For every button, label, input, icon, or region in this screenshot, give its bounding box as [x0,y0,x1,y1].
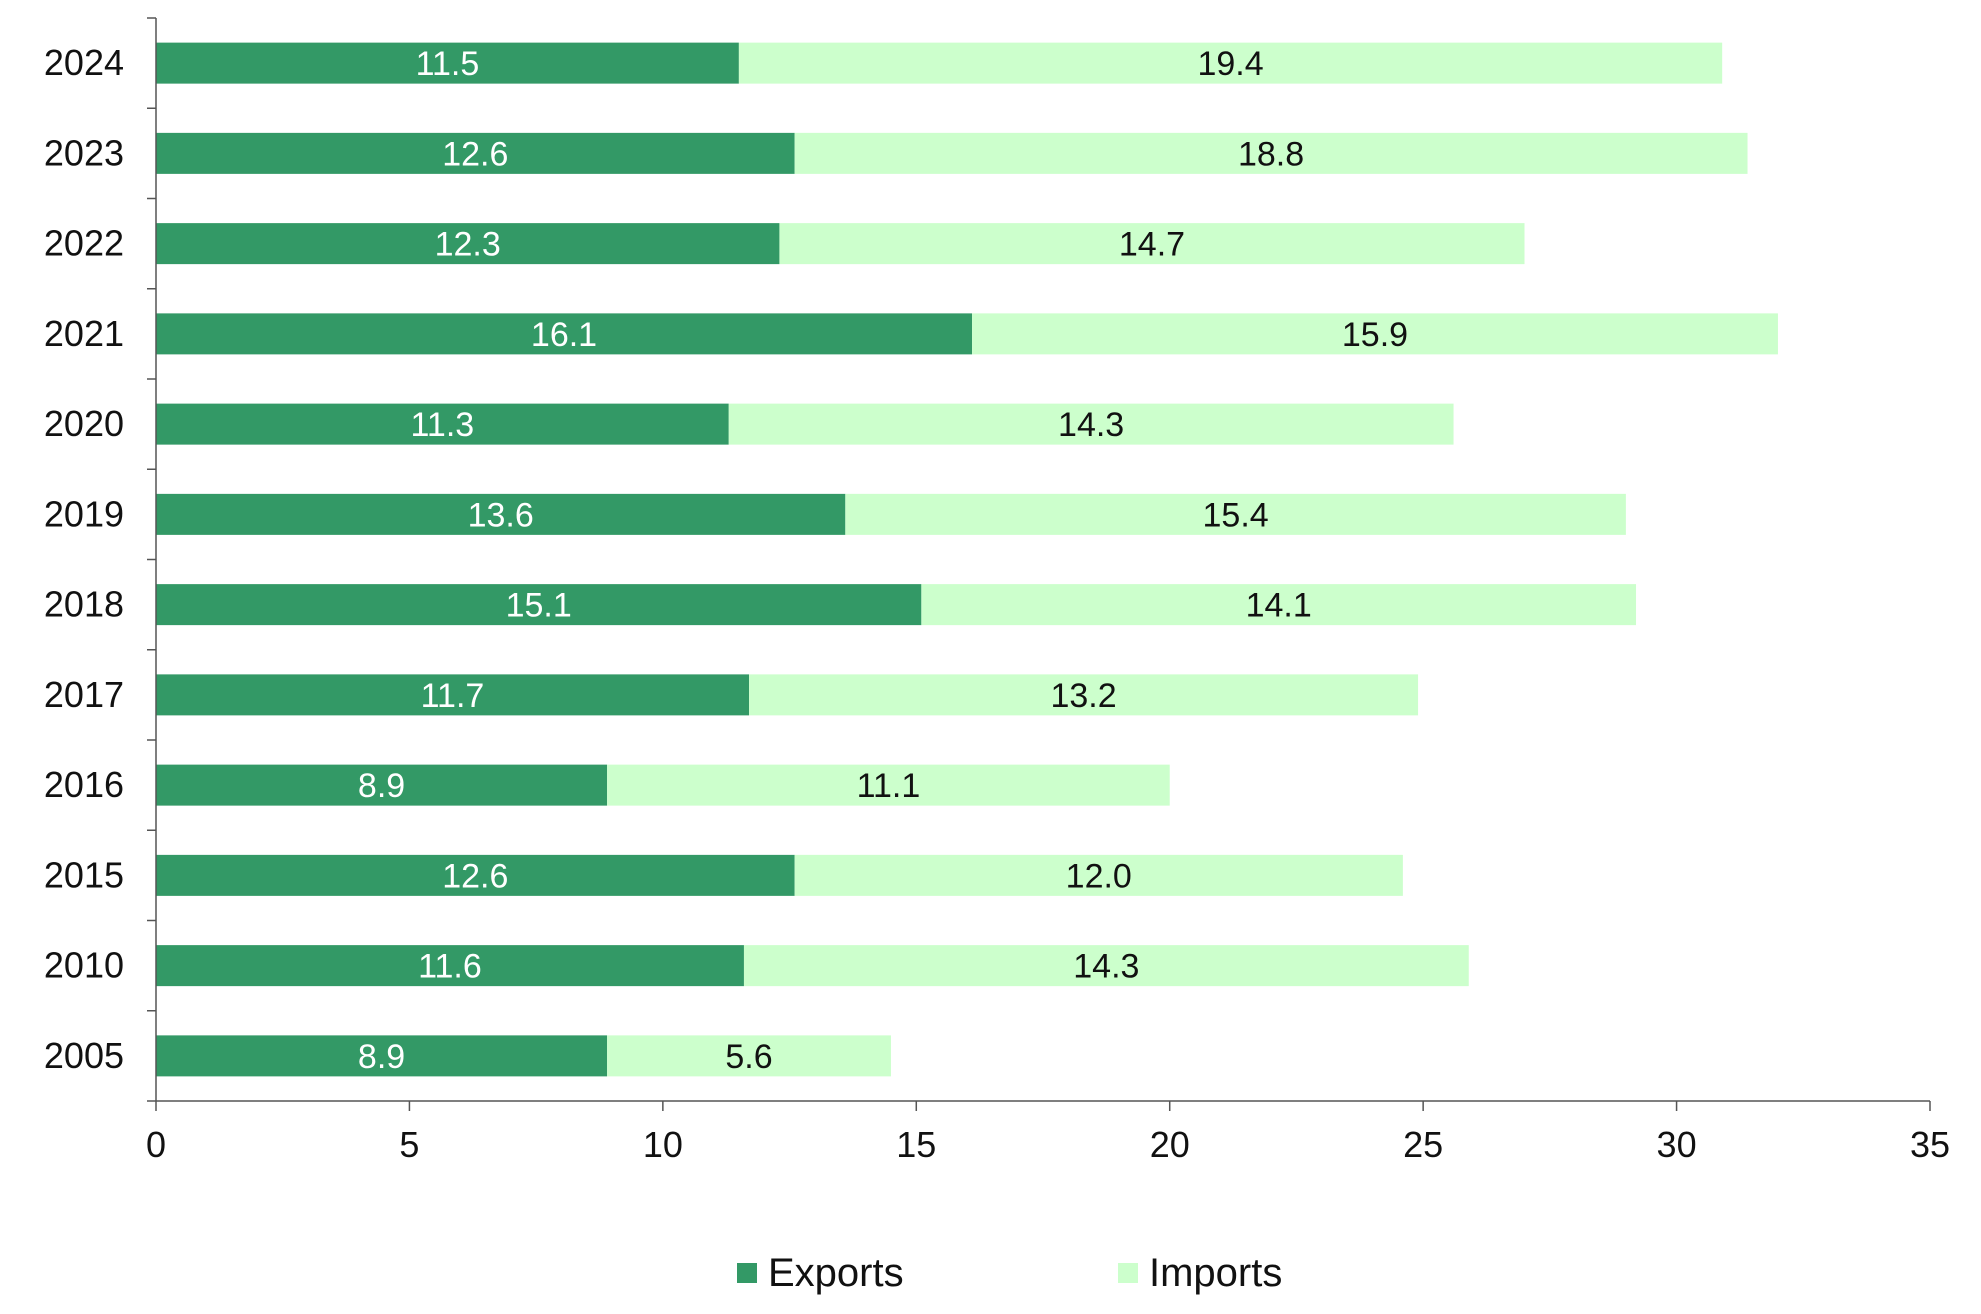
data-label-imports-2017: 13.2 [1050,677,1116,715]
legend-swatch-exports [737,1263,757,1283]
bar-exports-2005 [156,1035,608,1077]
x-tick-label-35: 35 [1910,1124,1950,1165]
data-label-imports-2016: 11.1 [857,767,921,805]
bar-imports-2005 [607,1035,891,1077]
data-label-exports-2018: 15.1 [506,587,572,625]
y-tick-label-2021: 2021 [44,313,124,354]
legend: Exports Imports [737,1251,1282,1295]
legend-label-imports: Imports [1149,1251,1282,1295]
y-tick-label-2015: 2015 [44,854,124,895]
bars-layer [156,42,1778,1077]
data-label-imports-2021: 15.9 [1342,316,1408,354]
y-tick-label-2020: 2020 [44,403,124,444]
data-label-imports-2018: 14.1 [1246,587,1312,625]
data-label-exports-2015: 12.6 [442,857,508,895]
y-tick-label-2024: 2024 [44,42,124,83]
x-tick-label-25: 25 [1403,1124,1443,1165]
bar-exports-2018 [156,584,922,626]
data-label-exports-2017: 11.7 [421,677,485,715]
bar-exports-2010 [156,945,744,987]
bar-imports-2024 [738,42,1723,84]
bar-exports-2024 [156,42,739,84]
data-label-imports-2022: 14.7 [1119,226,1185,264]
bar-exports-2016 [156,764,608,806]
y-tick-label-2022: 2022 [44,223,124,264]
data-label-imports-2010: 14.3 [1073,948,1139,986]
axes-layer: 2024202320222021202020192018201720162015… [44,17,1950,1165]
data-label-exports-2024: 11.5 [416,45,480,83]
bar-exports-2021 [156,313,973,355]
bar-imports-2015 [794,854,1403,896]
y-tick-label-2017: 2017 [44,674,124,715]
bar-imports-2017 [749,674,1419,716]
x-tick-label-20: 20 [1150,1124,1190,1165]
y-tick-label-2023: 2023 [44,132,124,173]
bar-exports-2022 [156,223,780,265]
legend-label-exports: Exports [768,1251,904,1295]
x-tick-label-15: 15 [896,1124,936,1165]
data-labels-layer: 11.5 19.4 12.6 18.8 12.3 14.7 16.1 15.9 11.3 14.3… [358,45,1408,1076]
bar-imports-2020 [728,403,1454,445]
bar-imports-2022 [779,223,1525,265]
bar-exports-2017 [156,674,750,716]
data-label-exports-2016: 8.9 [358,767,405,805]
bar-exports-2023 [156,132,795,174]
data-label-exports-2022: 12.3 [435,226,501,264]
data-label-exports-2020: 11.3 [411,406,475,444]
y-tick-label-2016: 2016 [44,764,124,805]
bar-exports-2020 [156,403,729,445]
data-label-imports-2024: 19.4 [1197,45,1263,83]
x-tick-label-0: 0 [146,1124,166,1165]
legend-swatch-imports [1118,1263,1138,1283]
x-tick-label-30: 30 [1657,1124,1697,1165]
data-label-imports-2005: 5.6 [725,1038,772,1076]
y-tick-label-2019: 2019 [44,493,124,534]
data-label-exports-2019: 13.6 [468,496,534,534]
y-tick-label-2010: 2010 [44,945,124,986]
data-label-imports-2023: 18.8 [1238,135,1304,173]
bar-imports-2016 [607,764,1170,806]
data-label-imports-2019: 15.4 [1203,496,1269,534]
bar-imports-2010 [743,945,1469,987]
data-label-exports-2023: 12.6 [442,135,508,173]
data-label-exports-2005: 8.9 [358,1038,405,1076]
bar-imports-2019 [845,493,1626,535]
bar-imports-2018 [921,584,1637,626]
bar-imports-2021 [972,313,1778,355]
bar-exports-2015 [156,854,795,896]
data-label-exports-2021: 16.1 [531,316,597,354]
x-tick-label-5: 5 [399,1124,419,1165]
bar-imports-2023 [794,132,1748,174]
x-tick-label-10: 10 [643,1124,683,1165]
y-tick-label-2005: 2005 [44,1035,124,1076]
data-label-exports-2010: 11.6 [418,948,482,986]
bar-exports-2019 [156,493,846,535]
data-label-imports-2015: 12.0 [1066,857,1132,895]
y-tick-label-2018: 2018 [44,584,124,625]
data-label-imports-2020: 14.3 [1058,406,1124,444]
